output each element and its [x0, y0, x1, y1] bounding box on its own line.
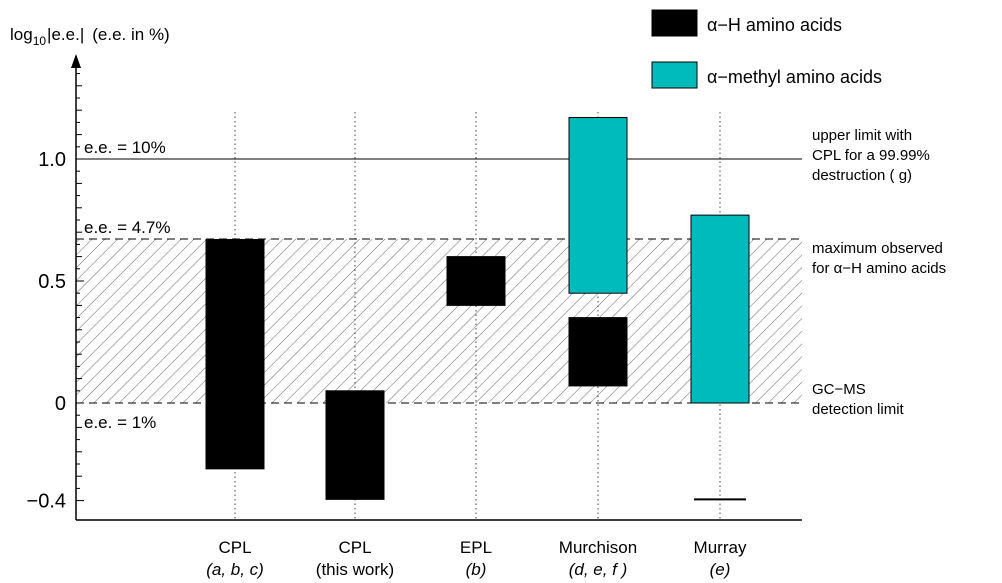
- reference-line-label-1: e.e. = 4.7%: [84, 218, 170, 237]
- legend: α−H amino acids α−methyl amino acids: [651, 9, 882, 89]
- bar-series0-2: [446, 256, 506, 306]
- legend-swatch-alpha-methyl: [651, 61, 698, 89]
- category-label-3: Murchison: [559, 538, 637, 557]
- category-sublabel-4: (e): [710, 560, 731, 579]
- category-label-2: EPL: [460, 538, 492, 557]
- y-axis-arrow: [71, 54, 81, 68]
- y-axis-ticks: −0.4 0 0.5 1.0: [27, 73, 84, 513]
- category-sublabel-1: (this work): [316, 560, 394, 579]
- bar-series0-0: [205, 239, 265, 470]
- annotation-2-line-0: GC−MS: [812, 381, 866, 398]
- y-axis-label-suffix: (e.e. in %): [92, 25, 169, 44]
- category-label-0: CPL: [218, 538, 251, 557]
- y-axis-label-bar-left: |: [47, 25, 51, 44]
- category-sublabel-2: (b): [466, 560, 487, 579]
- y-tick-label-2: 0.5: [38, 271, 66, 293]
- y-axis-label: log10|e.e.| (e.e. in %): [10, 25, 170, 48]
- annotation-0-line-1: CPL for a 99.99%: [812, 147, 930, 164]
- bar-series1-1: [690, 214, 750, 404]
- annotation-1-line-0: maximum observed: [812, 240, 943, 257]
- reference-lines: e.e. = 10% e.e. = 4.7% e.e. = 1%: [76, 138, 802, 432]
- y-axis-label-bar-right: |: [80, 25, 84, 44]
- bar-series1-0: [568, 117, 628, 294]
- y-axis-label-log: log: [10, 25, 33, 44]
- legend-label-alpha-methyl: α−methyl amino acids: [707, 67, 882, 87]
- x-axis-category-labels: CPL (a, b, c) CPL (this work) EPL (b) Murchiso…: [206, 538, 747, 579]
- y-tick-label-1: 0: [55, 393, 66, 415]
- annotation-0-line-2: destruction ( g): [812, 167, 912, 184]
- category-sublabel-3: (d, e, f ): [569, 560, 628, 579]
- category-label-4: Murray: [694, 538, 747, 557]
- y-axis-label-sub: 10: [33, 34, 47, 48]
- reference-line-label-2: e.e. = 1%: [84, 413, 156, 432]
- y-tick-label-3: 1.0: [38, 149, 66, 171]
- annotation-2-line-1: detection limit: [812, 401, 905, 418]
- hatched-range-region: [76, 239, 802, 403]
- y-tick-label-0: −0.4: [27, 491, 66, 513]
- annotation-1-line-1: for α−H amino acids: [812, 260, 946, 277]
- category-sublabel-0: (a, b, c): [206, 560, 264, 579]
- right-annotations: upper limit with CPL for a 99.99% destruct…: [812, 127, 946, 418]
- legend-label-alpha-h: α−H amino acids: [707, 15, 842, 35]
- bars: [205, 117, 750, 501]
- y-axis-label-ee: e.e.: [51, 25, 79, 44]
- bar-series0-3: [568, 317, 628, 387]
- category-label-1: CPL: [338, 538, 371, 557]
- bar-series0-1: [325, 390, 385, 500]
- reference-line-label-0: e.e. = 10%: [84, 138, 166, 157]
- annotation-0-line-0: upper limit with: [812, 127, 912, 144]
- legend-swatch-alpha-h: [651, 9, 698, 37]
